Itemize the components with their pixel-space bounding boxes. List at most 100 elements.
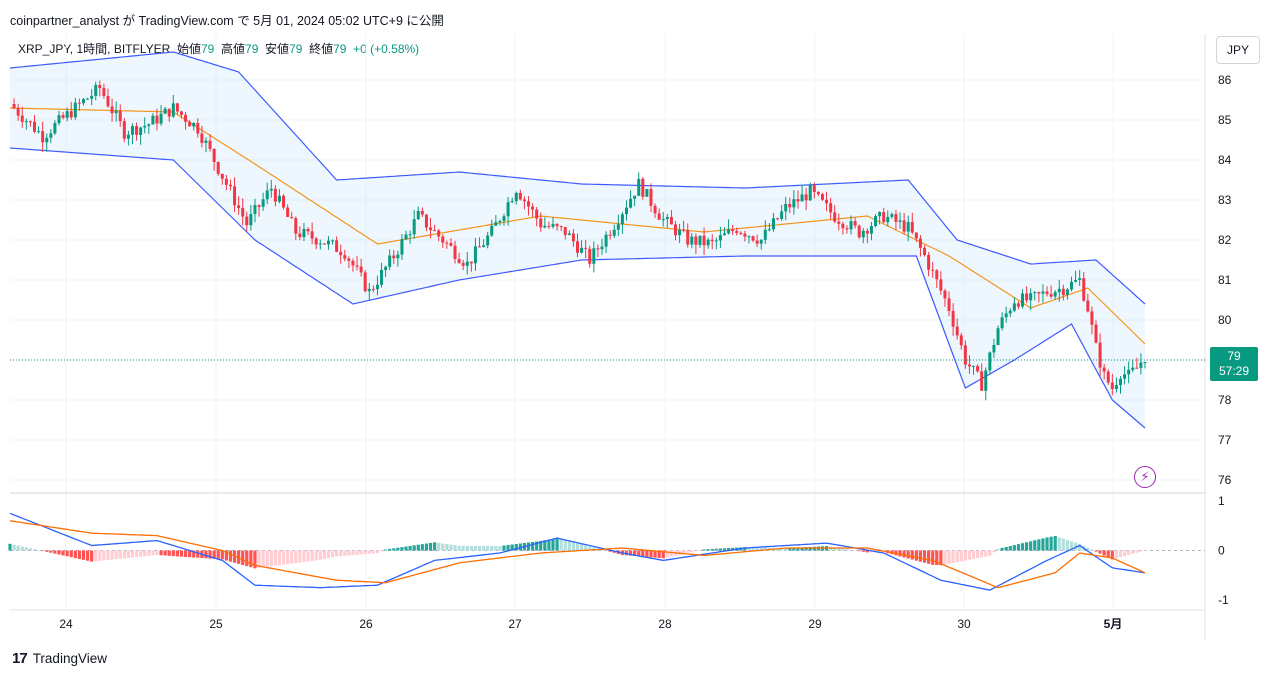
macd-histogram-bar <box>118 550 122 559</box>
candle-body <box>939 279 943 291</box>
candle-body <box>894 214 898 222</box>
candle-body <box>453 245 457 259</box>
macd-histogram-bar <box>804 547 808 551</box>
candle-body <box>976 365 980 372</box>
macd-histogram-bar <box>698 550 702 551</box>
macd-histogram-bar <box>216 550 220 560</box>
macd-histogram-bar <box>81 550 86 560</box>
candle-body <box>804 194 808 201</box>
macd-histogram-bar <box>645 550 649 557</box>
macd-histogram-bar <box>420 544 424 551</box>
candle-body <box>747 236 751 238</box>
macd-histogram-bar <box>955 550 959 563</box>
macd-histogram-bar <box>682 550 686 554</box>
candle-body <box>228 184 232 187</box>
macd-histogram-bar <box>759 547 763 551</box>
macd-histogram-bar <box>396 547 400 551</box>
candle-body <box>563 227 567 236</box>
candle-body <box>600 246 604 250</box>
candle-body <box>12 104 16 109</box>
candle-body <box>543 225 547 228</box>
macd-histogram-bar <box>857 550 861 552</box>
macd-histogram-bar <box>449 544 453 551</box>
candle-body <box>143 125 147 128</box>
macd-histogram-bar <box>1086 547 1090 551</box>
macd-histogram-bar <box>1122 550 1127 557</box>
candle-body <box>580 247 584 253</box>
macd-histogram-bar <box>147 550 151 556</box>
macd-histogram-bar <box>379 550 384 552</box>
legend-symbol[interactable]: XRP_JPY, 1時間, BITFLYER <box>18 42 171 56</box>
legend-high-label: 高値 <box>221 42 246 56</box>
candle-body <box>1074 279 1078 282</box>
price-tick-label: 84 <box>1218 153 1232 167</box>
macd-histogram-bar <box>988 550 992 556</box>
candle-body <box>510 201 514 203</box>
candle-body <box>551 224 555 227</box>
macd-histogram-bar <box>294 550 298 564</box>
tradingview-logo[interactable]: 17 TradingView <box>12 650 107 667</box>
candle-body <box>375 284 379 290</box>
macd-histogram-bar <box>1069 541 1074 551</box>
candle-body <box>963 345 967 365</box>
candle-body <box>608 234 612 236</box>
candle-body <box>951 310 955 327</box>
candle-body <box>469 261 473 264</box>
macd-histogram-bar <box>318 550 322 560</box>
macd-histogram-bar <box>57 550 61 555</box>
candle-body <box>539 218 543 228</box>
candle-body <box>576 241 579 253</box>
macd-histogram-bar <box>996 548 1000 551</box>
candle-body <box>102 88 106 97</box>
macd-histogram-bar <box>36 550 41 551</box>
macd-histogram-bar <box>281 550 286 565</box>
candle-body <box>763 229 767 240</box>
macd-panel <box>8 512 1205 591</box>
candle-body <box>404 234 408 240</box>
candle-body <box>118 110 122 122</box>
currency-button[interactable]: JPY <box>1216 36 1260 64</box>
candle-body <box>527 201 531 207</box>
macd-histogram-bar <box>710 548 714 551</box>
candle-body <box>367 288 371 292</box>
macd-histogram-bar <box>963 550 967 561</box>
candle-body <box>673 224 677 236</box>
macd-histogram-bar <box>1057 537 1061 551</box>
macd-histogram-bar <box>298 550 302 563</box>
candle-body <box>731 229 735 232</box>
macd-histogram-bar <box>865 550 869 553</box>
macd-histogram-bar <box>245 550 249 567</box>
macd-histogram-bar <box>792 547 796 551</box>
macd-histogram-bar <box>1098 550 1102 554</box>
macd-histogram-bar <box>49 550 53 553</box>
lightning-icon[interactable]: ⚡ <box>1134 466 1156 488</box>
candle-body <box>257 205 261 207</box>
candle-body <box>94 84 98 96</box>
candle-body <box>126 134 130 139</box>
macd-histogram-bar <box>800 547 804 551</box>
candle-body <box>16 108 20 116</box>
macd-histogram-bar <box>139 550 143 557</box>
macd-histogram-bar <box>1073 542 1078 551</box>
macd-histogram-bar <box>445 544 449 551</box>
candle-body <box>718 235 722 241</box>
macd-histogram-bar <box>171 550 175 557</box>
candle-body <box>992 344 996 353</box>
candle-body <box>780 211 784 219</box>
macd-histogram-bar <box>902 550 906 558</box>
macd-histogram-bar <box>163 550 167 556</box>
macd-histogram-bar <box>85 550 90 561</box>
macd-histogram-bar <box>861 550 865 552</box>
time-tick-label: 28 <box>658 617 672 631</box>
candle-body <box>310 231 314 239</box>
candle-body <box>314 238 318 245</box>
macd-histogram-bar <box>286 550 290 565</box>
macd-histogram-bar <box>992 550 996 553</box>
candle-body <box>657 213 661 220</box>
candle-body <box>759 239 763 244</box>
macd-histogram-bar <box>755 547 759 551</box>
bar-countdown: 57:29 <box>1218 364 1250 378</box>
macd-histogram-bar <box>490 545 494 551</box>
candle-body <box>800 194 804 202</box>
